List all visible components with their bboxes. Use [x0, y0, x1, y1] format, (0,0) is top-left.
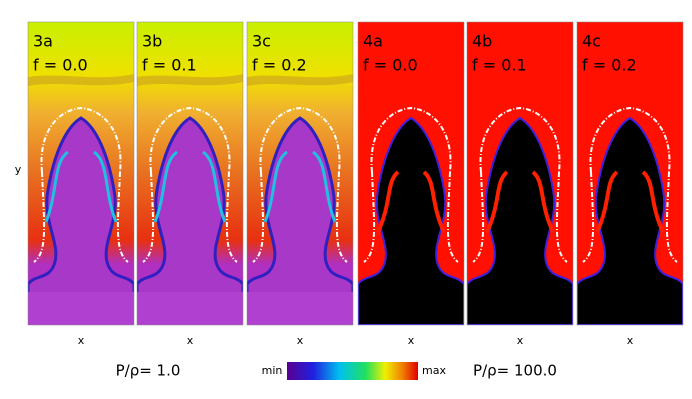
panel-border — [246, 21, 354, 326]
interface — [363, 106, 459, 263]
panel-f: f = 0.0 — [33, 56, 88, 75]
interface — [33, 106, 129, 263]
plume-edge — [577, 116, 683, 325]
bottom — [137, 292, 243, 325]
panel-border — [576, 21, 684, 326]
swirl — [153, 150, 227, 223]
plume-edge — [467, 116, 573, 325]
plume — [467, 118, 573, 325]
panel-border — [466, 21, 574, 326]
x-axis-label: x — [78, 334, 85, 347]
panel-label: 3a — [33, 32, 53, 51]
interface — [252, 106, 348, 263]
plume — [358, 118, 464, 325]
panel-border — [357, 21, 465, 326]
panel-label: 4a — [363, 32, 383, 51]
panel-border — [27, 21, 135, 326]
panel-image — [358, 22, 464, 325]
colorbar-legend: P/ρ= 1.0 min max P/ρ= 100.0 — [116, 362, 557, 380]
panel: 3b f = 0.1 — [136, 21, 244, 326]
x-axis-label: x — [517, 334, 524, 347]
panel: 4b f = 0.1 — [466, 21, 574, 326]
x-axis-label: x — [187, 334, 194, 347]
panel-image — [467, 22, 573, 325]
colorbar-min: min — [262, 364, 283, 377]
panel: 4c f = 0.2 — [576, 21, 684, 326]
band — [137, 74, 243, 86]
swirl — [44, 150, 118, 223]
x-axis-label: x — [408, 334, 415, 347]
swirl — [485, 170, 555, 233]
panel-f: f = 0.0 — [363, 56, 418, 75]
plume — [577, 118, 683, 325]
colorbar-max: max — [422, 364, 446, 377]
plume-edge — [137, 116, 243, 325]
panel-image — [577, 22, 683, 325]
panel-image — [247, 22, 353, 325]
plume-edge — [358, 116, 464, 325]
panel-f: f = 0.1 — [142, 56, 197, 75]
panel-image — [137, 22, 243, 325]
panel: 4a f = 0.0 — [357, 21, 465, 326]
panel-image — [28, 22, 134, 325]
panel-label: 3c — [252, 32, 271, 51]
panel: 3a f = 0.0 — [27, 21, 135, 326]
panel-f: f = 0.1 — [472, 56, 527, 75]
x-axis-label: x — [297, 334, 304, 347]
panel-f: f = 0.2 — [252, 56, 307, 75]
legend-right: P/ρ= 100.0 — [473, 362, 557, 380]
panel-f: f = 0.2 — [582, 56, 637, 75]
legend-left: P/ρ= 1.0 — [116, 362, 181, 380]
plume-edge — [28, 116, 134, 325]
band — [28, 74, 134, 86]
panel-label: 4b — [472, 32, 492, 51]
plume-edge — [247, 116, 353, 325]
x-axis-label: x — [627, 334, 634, 347]
plume — [137, 118, 243, 325]
panel-border — [136, 21, 244, 326]
interface — [142, 106, 238, 263]
panel-label: 3b — [142, 32, 162, 51]
panel-label: 4c — [582, 32, 601, 51]
bottom — [28, 292, 134, 325]
plume — [28, 118, 134, 325]
swirl — [263, 150, 337, 223]
panel: 3c f = 0.2 — [246, 21, 354, 326]
interface — [472, 106, 568, 263]
interface — [582, 106, 678, 263]
y-axis-label: y — [15, 163, 22, 176]
swirl — [376, 170, 446, 233]
colorbar — [287, 362, 418, 380]
swirl — [595, 170, 665, 233]
plume — [247, 118, 353, 325]
bottom — [247, 292, 353, 325]
band — [247, 74, 353, 86]
